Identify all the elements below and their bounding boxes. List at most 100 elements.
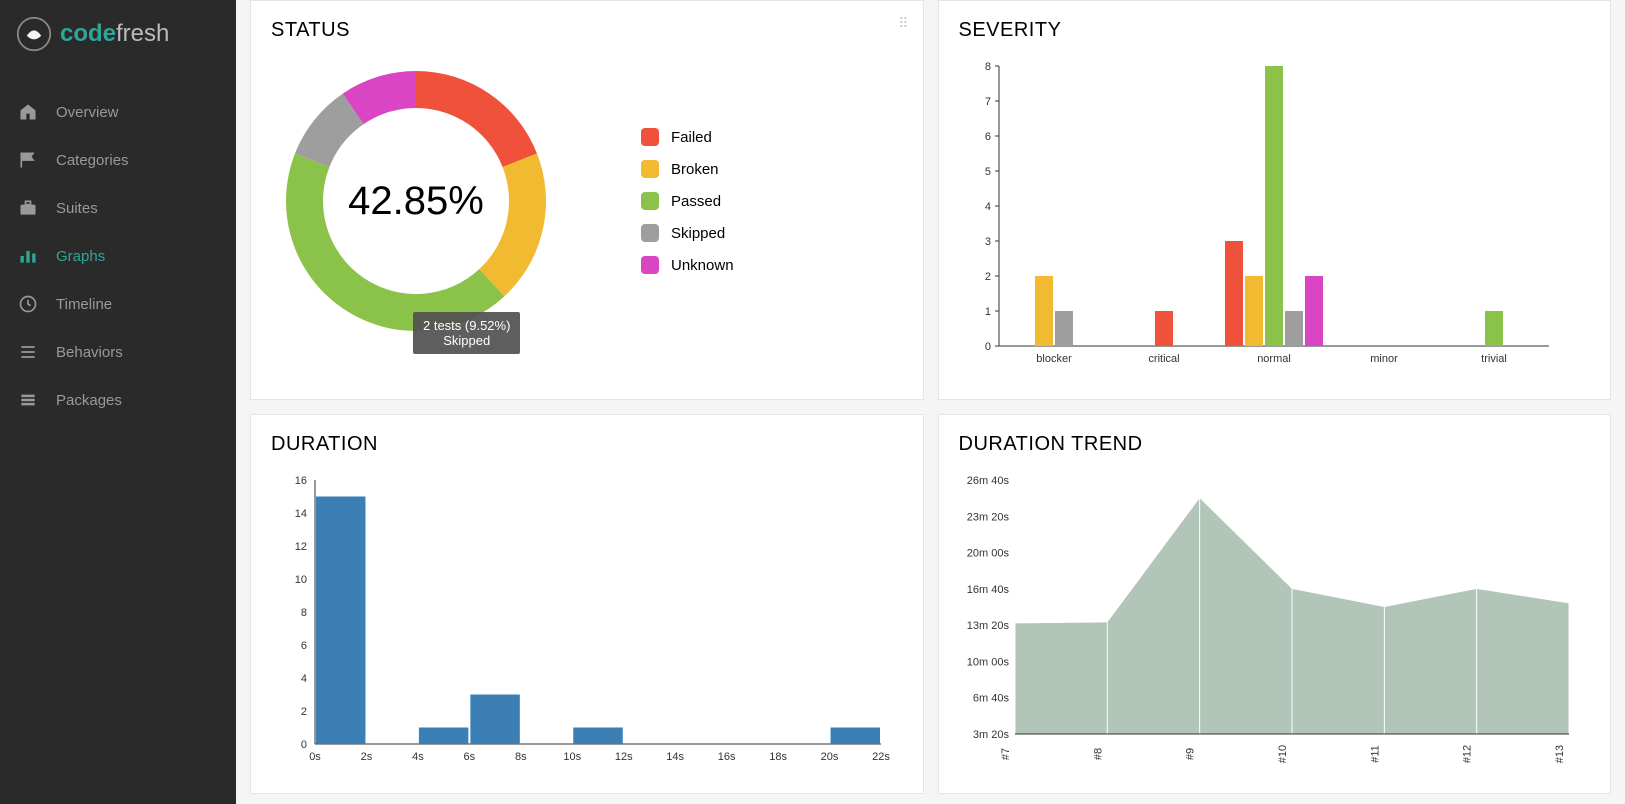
legend-swatch [641,192,659,210]
svg-text:14s: 14s [666,751,684,763]
severity-bar[interactable] [1035,276,1053,346]
legend-label: Broken [671,161,719,178]
svg-text:#10: #10 [1277,745,1289,763]
svg-text:16m 40s: 16m 40s [966,584,1009,596]
duration-bar[interactable] [470,695,519,745]
sidebar-item-label: Overview [56,104,119,121]
svg-text:12: 12 [295,541,307,553]
sidebar-item-behaviors[interactable]: Behaviors [0,328,236,376]
panel-severity: SEVERITY 012345678blockercriticalnormalm… [938,0,1612,400]
main-grid: ⠿ STATUS 42.85% 2 tests (9.52%) Skipped … [236,0,1625,794]
svg-text:trivial: trivial [1481,353,1507,365]
svg-text:20m 00s: 20m 00s [966,548,1009,560]
svg-text:26m 40s: 26m 40s [966,475,1009,487]
duration-title: DURATION [271,433,903,456]
severity-bar[interactable] [1265,66,1283,346]
panel-duration: DURATION 02468101214160s2s4s6s8s10s12s14… [250,414,924,794]
legend-label: Failed [671,129,712,146]
sidebar-item-suites[interactable]: Suites [0,184,236,232]
legend-item-skipped[interactable]: Skipped [641,224,734,242]
sidebar-item-graphs[interactable]: Graphs [0,232,236,280]
legend-swatch [641,256,659,274]
severity-title: SEVERITY [959,19,1591,42]
sidebar-item-categories[interactable]: Categories [0,136,236,184]
legend-item-broken[interactable]: Broken [641,160,734,178]
svg-text:6: 6 [984,131,990,143]
svg-text:4s: 4s [412,751,424,763]
svg-text:4: 4 [301,673,307,685]
legend-item-failed[interactable]: Failed [641,128,734,146]
svg-text:3: 3 [984,236,990,248]
sidebar-item-label: Suites [56,200,98,217]
severity-bar[interactable] [1225,241,1243,346]
severity-chart: 012345678blockercriticalnormalminortrivi… [959,56,1559,376]
svg-text:2s: 2s [361,751,373,763]
drag-handle-icon[interactable]: ⠿ [898,15,908,32]
svg-text:normal: normal [1257,353,1291,365]
home-icon [18,102,38,122]
svg-text:critical: critical [1148,353,1179,365]
svg-text:16s: 16s [718,751,736,763]
svg-text:minor: minor [1370,353,1398,365]
sidebar-item-label: Behaviors [56,344,123,361]
svg-text:blocker: blocker [1036,353,1072,365]
severity-bar[interactable] [1245,276,1263,346]
layers-icon [18,390,38,410]
svg-text:16: 16 [295,475,307,487]
svg-text:0s: 0s [309,751,321,763]
severity-bar[interactable] [1305,276,1323,346]
sidebar-item-label: Timeline [56,296,112,313]
svg-text:8: 8 [984,61,990,73]
duration-bar[interactable] [316,497,365,745]
panel-trend: DURATION TREND 3m 20s6m 40s10m 00s13m 20… [938,414,1612,794]
tooltip-line1: 2 tests (9.52%) [423,318,510,333]
brand-fresh: fresh [116,20,169,47]
svg-text:10s: 10s [563,751,581,763]
brand-code: code [60,20,116,47]
status-legend: Failed Broken Passed Skipped Unknown [641,128,734,274]
svg-text:14: 14 [295,508,307,520]
svg-text:2: 2 [301,706,307,718]
svg-text:12s: 12s [615,751,633,763]
sidebar-item-label: Categories [56,152,129,169]
svg-text:5: 5 [984,166,990,178]
svg-text:10m 00s: 10m 00s [966,656,1009,668]
svg-text:0: 0 [301,739,307,751]
tooltip-line2: Skipped [423,333,510,348]
brand-text: codefresh [60,20,169,48]
sidebar-item-label: Graphs [56,248,105,265]
legend-item-passed[interactable]: Passed [641,192,734,210]
svg-text:3m 20s: 3m 20s [972,729,1009,741]
svg-text:22s: 22s [872,751,890,763]
codefresh-logo-icon [16,16,52,52]
duration-chart: 02468101214160s2s4s6s8s10s12s14s16s18s20… [271,470,891,770]
sidebar-item-timeline[interactable]: Timeline [0,280,236,328]
severity-bar[interactable] [1485,311,1503,346]
sidebar-item-packages[interactable]: Packages [0,376,236,424]
legend-label: Unknown [671,257,734,274]
svg-text:8s: 8s [515,751,527,763]
severity-bar[interactable] [1055,311,1073,346]
severity-bar[interactable] [1155,311,1173,346]
trend-title: DURATION TREND [959,433,1591,456]
svg-text:10: 10 [295,574,307,586]
panel-status: ⠿ STATUS 42.85% 2 tests (9.52%) Skipped … [250,0,924,400]
svg-text:0: 0 [984,341,990,353]
sidebar-nav: Overview Categories Suites Graphs Timeline Be… [0,88,236,424]
list-icon [18,342,38,362]
duration-bar[interactable] [419,728,468,745]
legend-swatch [641,128,659,146]
duration-bar[interactable] [573,728,622,745]
sidebar-item-overview[interactable]: Overview [0,88,236,136]
svg-text:#9: #9 [1184,748,1196,760]
sidebar: codefresh Overview Categories Suites Graphs… [0,0,236,804]
svg-text:23m 20s: 23m 20s [966,511,1009,523]
legend-swatch [641,224,659,242]
severity-bar[interactable] [1285,311,1303,346]
clock-icon [18,294,38,314]
duration-bar[interactable] [831,728,880,745]
svg-text:8: 8 [301,607,307,619]
legend-label: Passed [671,193,721,210]
legend-item-unknown[interactable]: Unknown [641,256,734,274]
status-center-value: 42.85% [271,56,561,346]
